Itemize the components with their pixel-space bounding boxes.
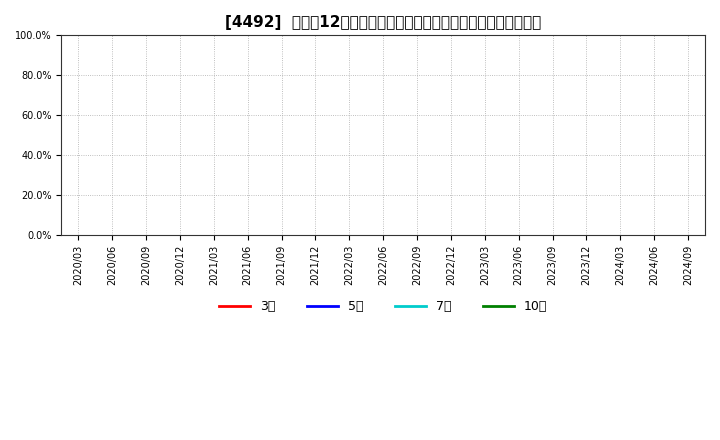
Title: [4492]  売上高12か月移動合計の対前年同期増減率の平均値の推移: [4492] 売上高12か月移動合計の対前年同期増減率の平均値の推移: [225, 15, 541, 30]
Legend: 3年, 5年, 7年, 10年: 3年, 5年, 7年, 10年: [214, 295, 552, 318]
